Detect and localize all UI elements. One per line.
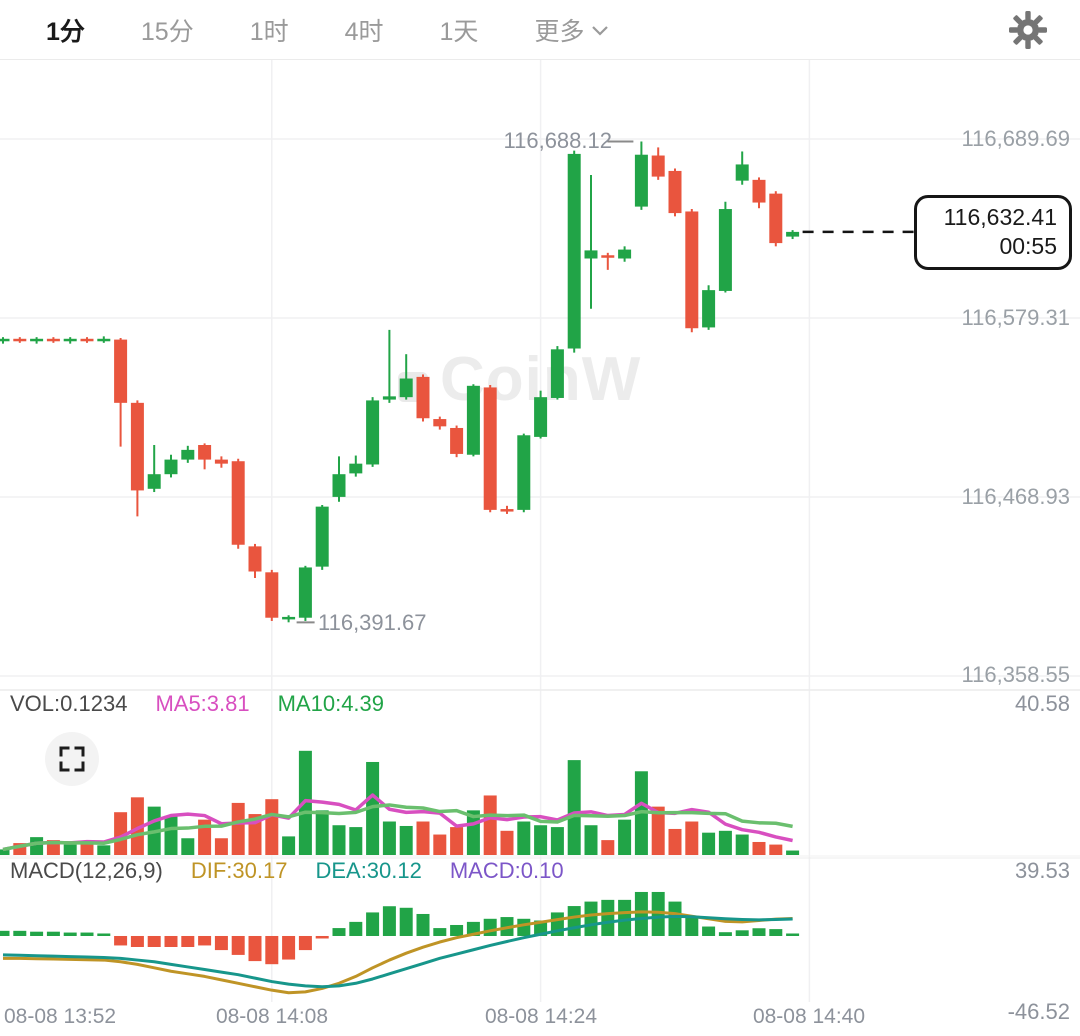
volume-scale-max: 40.58: [1014, 691, 1070, 716]
more-intervals-label: 更多: [534, 17, 585, 46]
low-price-marker: 116,391.67: [318, 610, 427, 636]
settings-button[interactable]: [1006, 8, 1050, 52]
tab-interval-1min[interactable]: 1分: [46, 12, 85, 48]
time-axis-label: 08-08 14:40: [752, 1005, 866, 1028]
last-price-value: 116,632.41: [943, 203, 1057, 230]
vol-ma5-label: MA5:3.81: [155, 691, 250, 716]
tab-interval-15min[interactable]: 15分: [141, 12, 194, 48]
price-axis-label: 116,579.31: [961, 305, 1070, 330]
tab-interval-4hour[interactable]: 4时: [345, 12, 384, 48]
macd-value-label: MACD:0.10: [449, 858, 564, 883]
price-axis-label: 116,358.55: [961, 662, 1070, 687]
high-price-marker: 116,688.12: [503, 127, 612, 153]
macd-scale-min: -46.52: [1007, 999, 1070, 1024]
chevron-down-icon: [592, 26, 609, 36]
more-intervals-button[interactable]: 更多: [534, 12, 609, 48]
time-axis-label: 08-08 14:08: [215, 1005, 329, 1028]
macd-header: MACD(12,26,9) DIF:30.17 DEA:30.12 MACD:0.10: [10, 858, 592, 884]
dea-value-label: DEA:30.12: [315, 858, 422, 883]
candle-countdown: 00:55: [999, 232, 1057, 259]
price-axis-label: 116,468.93: [961, 484, 1070, 509]
price-axis-label: 116,689.69: [961, 126, 1070, 151]
last-price-box: 116,632.41 00:55: [914, 194, 1072, 270]
time-axis-label: 08-08 13:52: [4, 1005, 117, 1028]
vol-value-label: VOL:0.1234: [10, 691, 128, 716]
fullscreen-button[interactable]: [45, 732, 99, 786]
fullscreen-corners-icon: [59, 746, 85, 772]
dif-value-label: DIF:30.17: [190, 858, 288, 883]
gear-icon: [1009, 11, 1047, 49]
time-axis-label: 08-08 14:24: [484, 1005, 598, 1028]
macd-scale-max: 39.53: [1014, 858, 1070, 883]
macd-params-label: MACD(12,26,9): [10, 858, 163, 883]
volume-header: VOL:0.1234 MA5:3.81 MA10:4.39: [10, 691, 412, 717]
tab-interval-1day[interactable]: 1天: [440, 12, 479, 48]
tab-interval-1hour[interactable]: 1时: [250, 12, 289, 48]
interval-toolbar: 1分 15分 1时 4时 1天 更多: [0, 0, 1080, 60]
vol-ma10-label: MA10:4.39: [277, 691, 385, 716]
